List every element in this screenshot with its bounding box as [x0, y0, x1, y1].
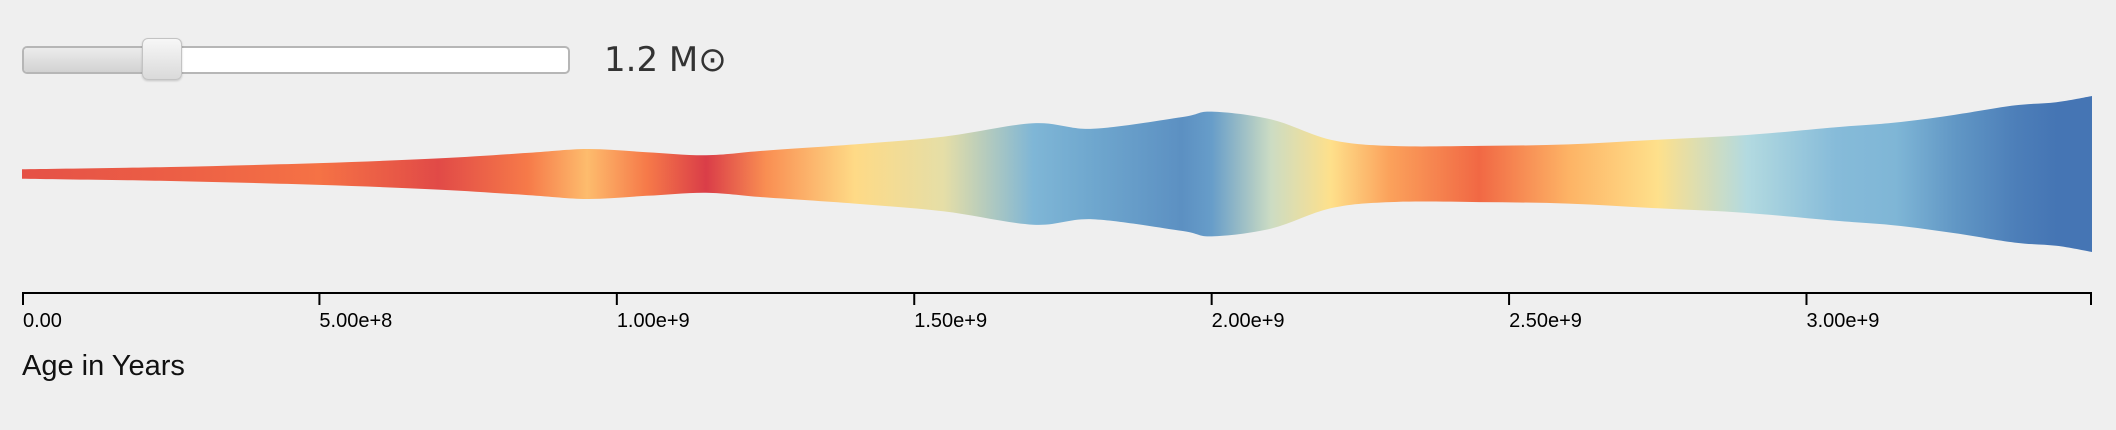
- mass-value-label: 1.2 M⊙: [604, 40, 727, 80]
- mass-slider-thumb[interactable]: [141, 38, 182, 80]
- x-tick-label: 2.00e+9: [1212, 310, 1285, 332]
- mass-slider-fill: [24, 48, 164, 72]
- x-tick-label: 0.00: [23, 310, 62, 332]
- mass-slider-track[interactable]: [22, 46, 570, 74]
- area-layer: [22, 96, 2092, 252]
- x-tick-label: 5.00e+8: [319, 310, 392, 332]
- x-tick-label: 1.50e+9: [914, 310, 987, 332]
- x-axis: 0.00 5.00e+8 1.00e+9 1.50e+9 2.00e+9 2.50e+9 3…: [22, 292, 2092, 332]
- x-tick-label: 3.00e+9: [1806, 310, 1879, 332]
- age-area: [22, 96, 2092, 252]
- x-axis-label: Age in Years: [22, 350, 185, 382]
- x-tick-label: 2.50e+9: [1509, 310, 1582, 332]
- x-tick-label: 1.00e+9: [617, 310, 690, 332]
